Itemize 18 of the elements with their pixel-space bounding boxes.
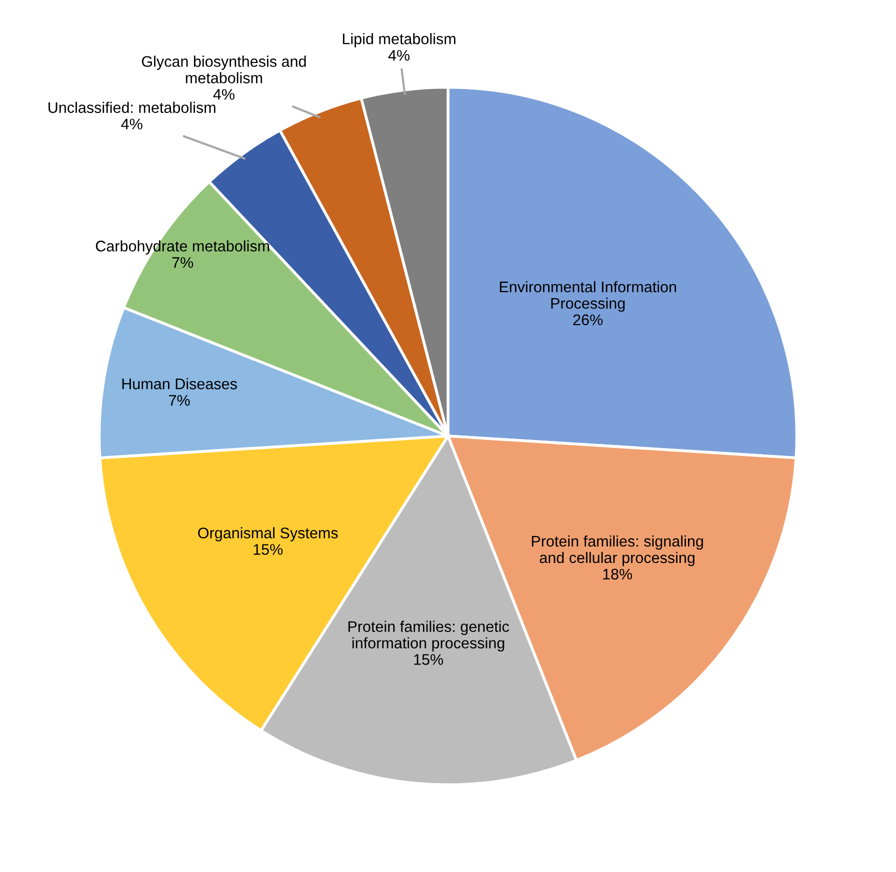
slice-label: Protein families: signaling and cellular processing [532,535,703,566]
slice-label: Protein families: genetic information processing [348,620,509,652]
data-label: 7% [172,257,194,268]
slice-label: Environmental Information Processing [500,281,676,312]
data-label: 18% [603,568,632,580]
slice-label: Glycan biosynthesis and metabolism [142,56,306,84]
data-label: 15% [254,544,283,555]
slice-label: Lipid metabolism [342,33,456,48]
data-label: 4% [213,89,234,100]
data-label: 7% [169,395,190,406]
data-label: 15% [414,654,444,665]
slice-label: Unclassified: metabolism [48,102,216,114]
data-label: 4% [388,50,410,61]
data-label: 4% [121,118,142,130]
slice-label: Carbohydrate metabolism [96,240,270,255]
slice-label: Human Diseases [122,378,237,390]
slice-label: Organismal Systems [198,527,338,542]
data-label: 26% [573,314,603,326]
